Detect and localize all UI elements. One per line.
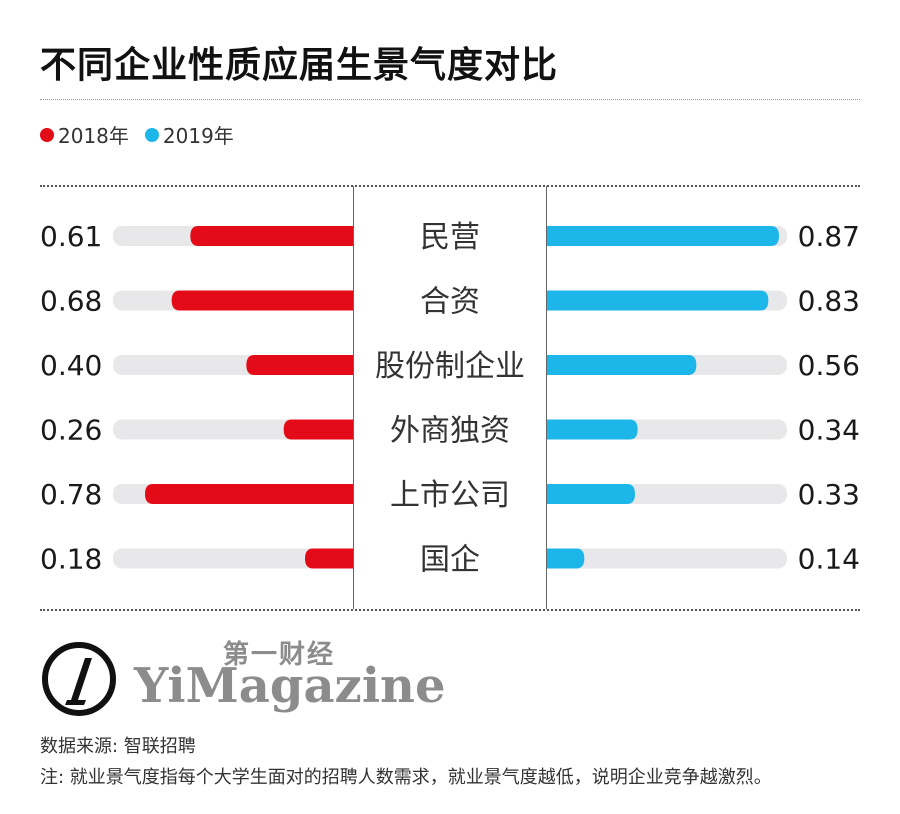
legend-label-2018: 2018年 [58, 124, 129, 148]
bar-2018-0 [190, 226, 353, 246]
bar-2018-3 [283, 419, 353, 440]
bar-2019-0 [547, 226, 779, 246]
value-label-2019-5: 0.14 [798, 543, 860, 576]
legend-swatch-2019 [144, 127, 159, 142]
value-label-2018-2: 0.40 [40, 349, 102, 382]
bar-2018-5 [305, 548, 353, 569]
category-label-4: 上市公司 [390, 478, 510, 513]
bar-2018-4 [145, 484, 353, 504]
track-2018-5 [113, 548, 353, 569]
center-left-divider [353, 186, 354, 609]
footnote: 注: 就业景气度指每个大学生面对的招聘人数需求，就业景气度越低，说明企业竞争越激… [40, 767, 772, 788]
chart-title: 不同企业性质应届生景气度对比 [40, 45, 559, 86]
value-label-2019-4: 0.33 [798, 478, 860, 511]
butterfly-bar-chart: 0.61 民营 0.87 0.68 合资 0.83 0.40 股份制企业 0.56 0.26 外商独… [40, 220, 860, 578]
yicai-logo: 第一财经 YiMagazine [40, 640, 445, 718]
category-label-3: 外商独资 [390, 414, 510, 449]
value-label-2018-4: 0.78 [40, 478, 102, 511]
chart-bottom-divider [40, 609, 860, 611]
logo-chinese-name: 第一财经 [223, 640, 336, 670]
bar-2019-3 [547, 419, 638, 440]
chart-top-divider [40, 185, 860, 187]
bar-2019-4 [547, 484, 635, 504]
data-source: 数据来源: 智联招聘 [40, 736, 196, 757]
track-2019-5 [547, 548, 787, 569]
legend-label-2019: 2019年 [162, 124, 234, 148]
bar-2019-5 [547, 548, 585, 569]
value-label-2019-0: 0.87 [798, 220, 860, 253]
yicai-logo-icon [42, 642, 116, 716]
legend-item-2019: 2019年 [144, 120, 234, 149]
value-label-2018-0: 0.61 [40, 220, 102, 253]
legend-item-2018: 2018年 [40, 120, 129, 149]
value-label-2019-1: 0.83 [798, 285, 860, 318]
bar-2018-1 [171, 290, 353, 311]
value-label-2018-1: 0.68 [40, 285, 102, 318]
bar-2018-2 [246, 355, 353, 375]
legend: 2018年 2019年 [40, 120, 250, 149]
bar-2019-2 [547, 355, 697, 375]
title-divider [40, 99, 860, 100]
value-label-2019-3: 0.34 [798, 414, 860, 447]
logo-english-name: YiMagazine [134, 658, 446, 714]
value-label-2019-2: 0.56 [798, 349, 860, 382]
category-label-5: 国企 [420, 543, 480, 578]
category-label-1: 合资 [420, 285, 480, 320]
value-label-2018-5: 0.18 [40, 543, 102, 576]
bar-2019-1 [547, 290, 769, 311]
category-label-0: 民营 [420, 220, 480, 255]
category-label-2: 股份制企业 [375, 349, 525, 384]
center-right-divider [546, 186, 547, 609]
value-label-2018-3: 0.26 [40, 414, 102, 447]
legend-swatch-2018 [40, 127, 54, 142]
